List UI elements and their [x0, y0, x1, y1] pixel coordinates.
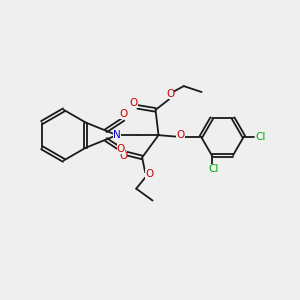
- Text: O: O: [119, 109, 128, 119]
- Text: Cl: Cl: [208, 164, 218, 174]
- Text: O: O: [145, 169, 153, 179]
- Text: O: O: [176, 130, 184, 140]
- Text: O: O: [117, 144, 125, 154]
- Text: O: O: [129, 98, 138, 108]
- Text: O: O: [166, 89, 174, 99]
- Text: N: N: [113, 130, 121, 140]
- Text: Cl: Cl: [256, 132, 266, 142]
- Text: O: O: [119, 151, 128, 161]
